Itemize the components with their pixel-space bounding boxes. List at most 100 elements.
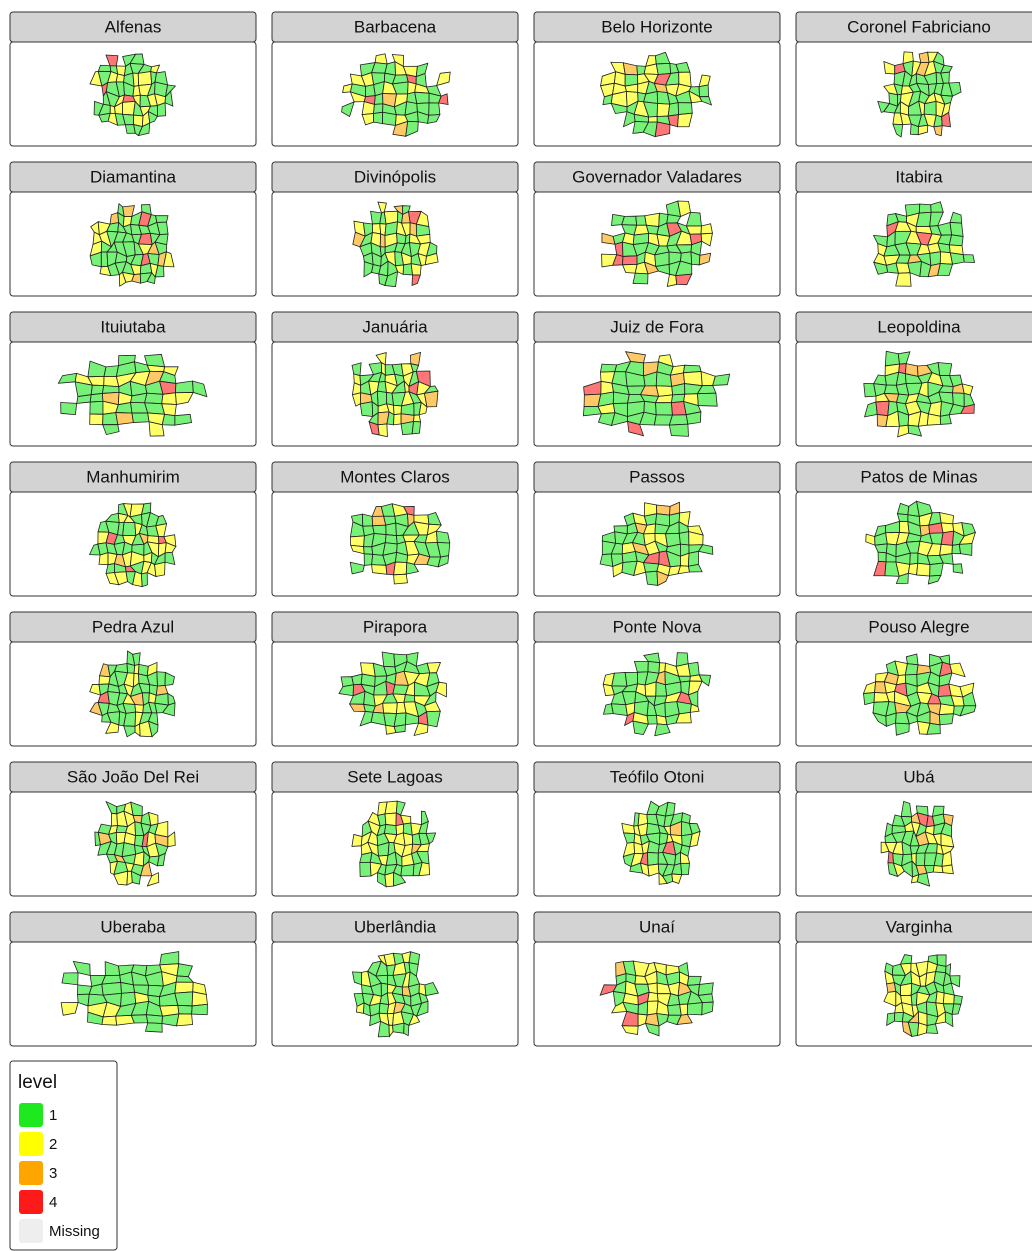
panel-title: Passos	[629, 467, 685, 486]
municipality	[916, 853, 925, 865]
municipality	[938, 362, 952, 375]
municipality	[155, 562, 165, 576]
panel-title: Juiz de Fora	[610, 317, 704, 336]
municipality	[678, 566, 689, 574]
municipality	[132, 413, 149, 423]
facet-panel: Leopoldina	[796, 312, 1032, 446]
municipality	[919, 204, 931, 213]
municipality	[102, 1016, 117, 1025]
facet-panel: Teófilo Otoni	[534, 762, 780, 896]
legend-label: 3	[49, 1165, 57, 1182]
municipality	[116, 413, 134, 425]
municipality	[927, 414, 940, 425]
legend-swatch	[19, 1132, 43, 1156]
municipality	[135, 704, 144, 712]
municipality	[644, 514, 656, 525]
municipality	[175, 982, 193, 993]
municipality	[414, 415, 421, 422]
municipality	[99, 676, 110, 685]
municipality	[688, 662, 699, 676]
facet-panel: Governador Valadares	[534, 162, 780, 296]
panel-title: Pouso Alegre	[868, 617, 969, 636]
facet-panel: Pouso Alegre	[796, 612, 1032, 746]
panel-title: Diamantina	[90, 167, 177, 186]
municipality	[622, 551, 637, 562]
municipality	[940, 415, 951, 425]
municipality	[374, 112, 383, 123]
municipality	[382, 652, 395, 667]
municipality	[162, 393, 177, 405]
municipality	[623, 256, 638, 265]
municipality	[362, 102, 374, 115]
municipality	[678, 103, 692, 115]
facet-panel: Diamantina	[10, 162, 256, 296]
panel-title: Varginha	[886, 917, 953, 936]
panel-title: Itabira	[895, 167, 943, 186]
municipality	[930, 563, 944, 576]
municipality	[645, 213, 660, 226]
municipality	[394, 562, 407, 575]
municipality	[404, 1023, 409, 1035]
municipality	[657, 103, 670, 116]
panel-title: Januária	[362, 317, 428, 336]
municipality	[885, 351, 899, 366]
municipality	[383, 703, 398, 714]
facet-panel: Uberaba	[10, 912, 256, 1046]
municipality	[633, 273, 648, 284]
municipality	[404, 695, 415, 703]
municipality	[600, 554, 613, 567]
municipality	[156, 216, 169, 223]
municipality	[178, 1005, 192, 1014]
municipality	[953, 564, 963, 573]
facet-panel: Coronel Fabriciano	[796, 12, 1032, 146]
municipality	[90, 393, 103, 402]
municipality	[123, 522, 136, 535]
municipality	[378, 424, 387, 437]
legend-swatch	[19, 1190, 43, 1214]
facet-panel: Belo Horizonte	[534, 12, 780, 146]
municipality	[681, 863, 690, 874]
municipality	[649, 117, 658, 123]
municipality	[372, 565, 387, 575]
municipality	[611, 704, 627, 716]
municipality	[409, 952, 420, 965]
legend-label: 1	[49, 1107, 57, 1124]
municipality	[62, 973, 78, 985]
municipality	[162, 414, 175, 425]
facet-panel: Ubá	[796, 762, 1032, 896]
facet-panel: Januária	[272, 312, 518, 446]
municipality	[939, 714, 953, 725]
panel-title: Governador Valadares	[572, 167, 742, 186]
municipality	[362, 514, 372, 526]
municipality	[192, 992, 207, 1006]
municipality	[385, 813, 396, 826]
municipality	[878, 552, 886, 562]
facet-panel: Passos	[534, 462, 780, 596]
municipality	[103, 413, 118, 425]
panel-title: Ponte Nova	[613, 617, 702, 636]
municipality	[192, 1004, 208, 1014]
municipality	[668, 115, 678, 127]
municipality	[876, 401, 889, 415]
page: {"panels": [ {"title": "Alfenas"}, {"tit…	[0, 0, 1032, 1251]
municipality	[656, 63, 670, 74]
municipality	[647, 852, 658, 865]
municipality	[900, 983, 911, 995]
facet-panel: Uberlândia	[272, 912, 518, 1046]
panel-title: Ubá	[903, 767, 935, 786]
municipality	[386, 523, 397, 536]
municipality	[134, 852, 144, 866]
legend-swatch	[19, 1103, 43, 1127]
municipality	[175, 992, 193, 1006]
municipality	[959, 543, 972, 555]
municipality	[160, 381, 176, 394]
municipality	[415, 92, 429, 103]
municipality	[102, 982, 122, 995]
panel-title: Uberlândia	[354, 917, 437, 936]
municipality	[177, 1014, 193, 1026]
municipality	[141, 573, 147, 587]
municipality	[403, 833, 412, 846]
legend-label: 2	[49, 1136, 57, 1153]
panel-title: Sete Lagoas	[347, 767, 442, 786]
municipality	[942, 865, 953, 874]
